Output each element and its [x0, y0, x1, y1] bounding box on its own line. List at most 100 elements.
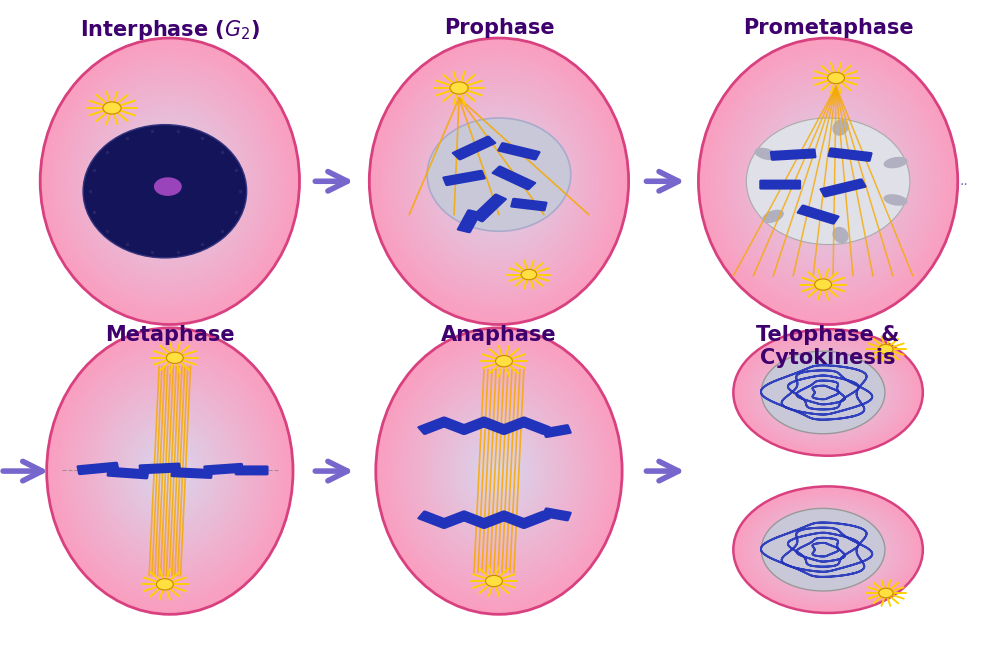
Ellipse shape [102, 392, 238, 550]
Ellipse shape [883, 194, 907, 205]
Circle shape [770, 512, 884, 587]
Ellipse shape [811, 163, 844, 199]
Ellipse shape [163, 464, 176, 478]
Circle shape [811, 539, 844, 561]
Ellipse shape [86, 375, 253, 568]
Ellipse shape [138, 436, 201, 507]
Circle shape [819, 387, 835, 398]
Ellipse shape [412, 371, 585, 571]
FancyBboxPatch shape [456, 209, 480, 233]
Circle shape [778, 360, 876, 425]
Circle shape [754, 501, 901, 599]
Circle shape [794, 371, 860, 414]
Ellipse shape [723, 67, 931, 296]
Circle shape [735, 488, 919, 611]
FancyBboxPatch shape [138, 462, 181, 474]
Text: Telophase &
Cytokinesis: Telophase & Cytokinesis [755, 324, 899, 368]
Ellipse shape [440, 403, 557, 539]
Circle shape [153, 177, 182, 196]
Circle shape [878, 588, 892, 598]
Ellipse shape [489, 460, 508, 482]
Ellipse shape [114, 407, 225, 535]
FancyBboxPatch shape [106, 467, 149, 480]
Circle shape [792, 527, 863, 573]
Circle shape [762, 349, 892, 436]
Ellipse shape [56, 339, 284, 603]
Ellipse shape [129, 425, 210, 518]
Ellipse shape [56, 56, 283, 306]
Circle shape [485, 575, 502, 587]
Ellipse shape [469, 149, 528, 213]
Ellipse shape [473, 442, 524, 500]
Circle shape [824, 391, 829, 394]
Ellipse shape [717, 60, 938, 303]
Ellipse shape [127, 134, 212, 228]
Ellipse shape [427, 389, 570, 553]
Ellipse shape [464, 432, 533, 510]
Ellipse shape [80, 367, 259, 575]
Ellipse shape [730, 74, 925, 289]
Ellipse shape [466, 145, 531, 217]
FancyBboxPatch shape [436, 417, 470, 435]
Ellipse shape [82, 84, 257, 278]
Circle shape [781, 362, 874, 423]
Ellipse shape [824, 178, 830, 185]
Circle shape [786, 522, 868, 577]
Ellipse shape [124, 131, 215, 231]
FancyBboxPatch shape [456, 417, 490, 435]
FancyBboxPatch shape [542, 424, 572, 438]
Text: ..: .. [959, 174, 968, 188]
Circle shape [811, 381, 844, 403]
FancyBboxPatch shape [417, 510, 450, 529]
Ellipse shape [89, 378, 250, 564]
Circle shape [746, 496, 909, 604]
FancyBboxPatch shape [203, 463, 244, 475]
Ellipse shape [798, 149, 857, 213]
Ellipse shape [404, 78, 593, 285]
Ellipse shape [406, 364, 591, 579]
Ellipse shape [154, 453, 185, 489]
FancyBboxPatch shape [451, 136, 495, 161]
Circle shape [757, 502, 898, 597]
Ellipse shape [79, 81, 261, 282]
Ellipse shape [62, 346, 278, 596]
Ellipse shape [85, 88, 254, 274]
Ellipse shape [121, 128, 219, 235]
Ellipse shape [453, 131, 544, 231]
Ellipse shape [492, 464, 505, 478]
Ellipse shape [456, 134, 541, 228]
FancyBboxPatch shape [417, 417, 450, 435]
Ellipse shape [443, 407, 554, 535]
Ellipse shape [83, 124, 247, 258]
Ellipse shape [424, 385, 573, 557]
Ellipse shape [148, 446, 192, 496]
Ellipse shape [381, 335, 616, 607]
Ellipse shape [145, 442, 195, 500]
Ellipse shape [105, 396, 235, 547]
Ellipse shape [111, 117, 228, 246]
Ellipse shape [111, 403, 228, 539]
Ellipse shape [99, 389, 241, 553]
Circle shape [813, 279, 830, 290]
Circle shape [805, 535, 849, 564]
Ellipse shape [426, 118, 570, 231]
Ellipse shape [59, 342, 281, 600]
Circle shape [760, 508, 884, 591]
Circle shape [732, 486, 922, 613]
Ellipse shape [495, 468, 502, 475]
Circle shape [773, 514, 882, 586]
Circle shape [808, 537, 847, 563]
Circle shape [797, 373, 857, 412]
Ellipse shape [50, 49, 290, 314]
Circle shape [770, 355, 884, 430]
Ellipse shape [727, 70, 928, 292]
FancyBboxPatch shape [470, 193, 507, 222]
Circle shape [767, 353, 887, 432]
Circle shape [819, 545, 835, 555]
Ellipse shape [486, 457, 511, 486]
Ellipse shape [137, 145, 202, 217]
Ellipse shape [753, 148, 776, 160]
FancyBboxPatch shape [171, 467, 213, 479]
Circle shape [759, 347, 895, 438]
Circle shape [749, 340, 906, 445]
